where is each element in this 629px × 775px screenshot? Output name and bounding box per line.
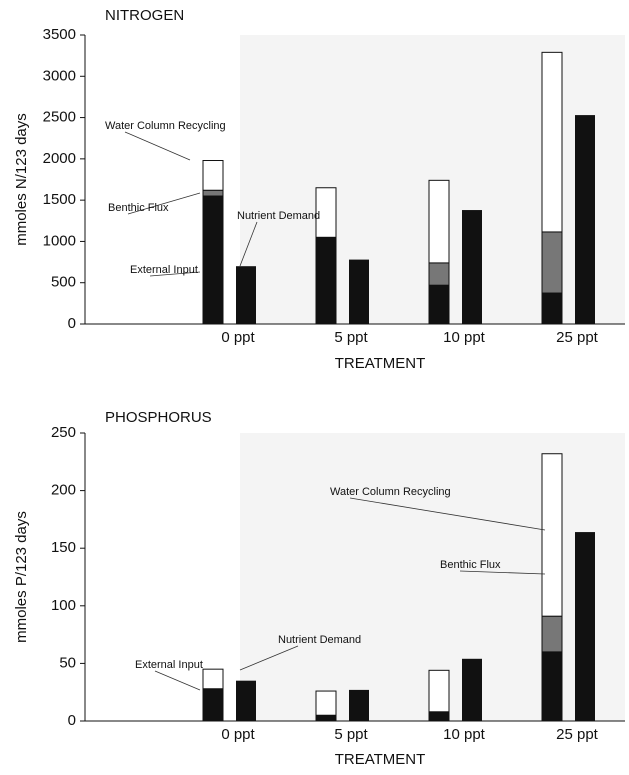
x-tick-label: 5 ppt: [334, 726, 368, 743]
stacked-bar-segment: [202, 688, 224, 722]
annotation-leader: [239, 221, 258, 267]
x-tick-label: 10 ppt: [443, 329, 486, 346]
annotation: Benthic Flux: [440, 559, 501, 571]
stacked-bar-segment: [315, 690, 337, 716]
stacked-bar-segment: [428, 711, 450, 722]
x-axis-label: TREATMENT: [335, 751, 426, 768]
stacked-bar-segment: [428, 179, 450, 264]
chart-title: PHOSPHORUS: [105, 409, 212, 426]
annotation-leader: [127, 192, 201, 215]
stacked-bar-segment: [541, 51, 563, 233]
demand-bar: [575, 532, 595, 721]
stacked-bar-segment: [315, 187, 337, 238]
y-tick-label: 150: [51, 539, 76, 556]
y-tick-label: 1500: [43, 191, 76, 208]
demand-bar: [462, 658, 482, 721]
y-tick-label: 3000: [43, 67, 76, 84]
x-tick-label: 5 ppt: [334, 329, 368, 346]
annotation-leader: [149, 271, 201, 277]
annotation-leader: [154, 670, 201, 691]
annotation-leader: [459, 570, 546, 575]
y-tick-label: 500: [51, 274, 76, 291]
annotation: Water Column Recycling: [330, 486, 451, 498]
stacked-bar-segment: [202, 160, 224, 191]
stacked-bar-segment: [541, 615, 563, 653]
x-tick-label: 0 ppt: [221, 329, 255, 346]
stacked-bar-segment: [541, 292, 563, 325]
stacked-bar-segment: [428, 284, 450, 325]
y-tick-label: 200: [51, 482, 76, 499]
y-tick-label: 2500: [43, 109, 76, 126]
demand-bar: [349, 259, 369, 324]
annotation-leader: [349, 497, 546, 531]
annotation: Nutrient Demand: [278, 634, 361, 646]
x-tick-label: 25 ppt: [556, 329, 599, 346]
y-tick-label: 0: [68, 315, 76, 332]
y-axis-label: mmoles N/123 days: [13, 113, 30, 246]
y-tick-label: 3500: [43, 26, 76, 43]
stacked-bar-segment: [202, 668, 224, 690]
stacked-bar-segment: [315, 714, 337, 722]
demand-bar: [575, 115, 595, 324]
stacked-bar-segment: [541, 453, 563, 617]
stacked-bar-segment: [428, 669, 450, 713]
y-tick-label: 1000: [43, 232, 76, 249]
demand-bar: [236, 266, 256, 324]
stacked-bar-segment: [541, 231, 563, 294]
x-tick-label: 25 ppt: [556, 726, 599, 743]
stacked-bar-segment: [315, 236, 337, 325]
demand-bar: [462, 210, 482, 324]
y-axis-label: mmoles P/123 days: [13, 511, 30, 643]
annotation: Nutrient Demand: [237, 210, 320, 222]
annotation-leader: [239, 645, 299, 671]
x-tick-label: 0 ppt: [221, 726, 255, 743]
x-tick-label: 10 ppt: [443, 726, 486, 743]
annotation: Benthic Flux: [108, 202, 169, 214]
annotation-leader: [124, 131, 191, 161]
stacked-bar-segment: [202, 195, 224, 325]
annotation: Water Column Recycling: [105, 120, 226, 132]
stacked-bar-segment: [202, 189, 224, 197]
x-axis-label: TREATMENT: [335, 355, 426, 372]
demand-bar: [349, 689, 369, 721]
demand-bar: [236, 680, 256, 721]
stacked-bar-segment: [541, 651, 563, 722]
y-tick-label: 0: [68, 712, 76, 729]
chart-title: NITROGEN: [105, 7, 184, 24]
y-tick-label: 250: [51, 424, 76, 441]
stacked-bar-segment: [428, 262, 450, 286]
annotation: External Input: [135, 659, 203, 671]
y-tick-label: 2000: [43, 150, 76, 167]
y-tick-label: 50: [59, 654, 76, 671]
annotation: External Input: [130, 264, 198, 276]
y-tick-label: 100: [51, 597, 76, 614]
